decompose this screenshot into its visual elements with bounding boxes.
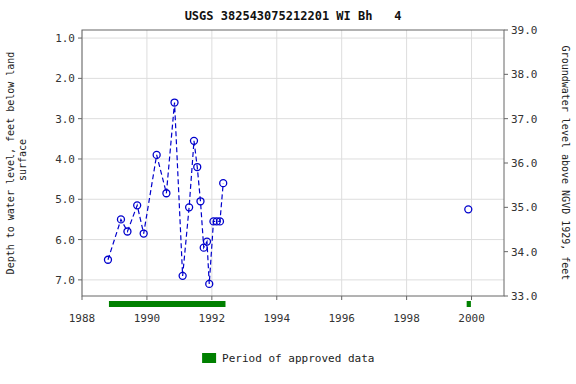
x-tick-label: 1992: [199, 312, 226, 325]
y2-tick: [504, 251, 508, 252]
data-point: [203, 238, 210, 245]
approved-bar: [467, 301, 471, 307]
grid-line-x: [471, 30, 472, 296]
y-tick: [78, 279, 82, 280]
grid-line-y: [82, 118, 504, 119]
y2-tick: [504, 296, 508, 297]
grid-line-y: [82, 239, 504, 240]
x-tick-label: 1988: [69, 312, 96, 325]
y-axis-left: 1.0 2.0 3.0 4.0 5.0 6.0 7.0: [55, 32, 82, 287]
data-point: [179, 272, 186, 279]
y2-tick: [504, 118, 508, 119]
data-point: [124, 228, 131, 235]
grid-line-y: [82, 78, 504, 79]
data-point: [216, 218, 223, 225]
y-tick: [78, 118, 82, 119]
data: [104, 99, 471, 287]
data-point: [104, 256, 111, 263]
y-tick-label: 6.0: [55, 234, 75, 247]
y-label-line: Depth to water level, feet below land: [5, 52, 16, 275]
y2-tick-label: 37.0: [511, 113, 538, 126]
approved-bar: [109, 301, 226, 307]
grid-line-y: [82, 279, 504, 280]
y2-tick-label: 33.0: [511, 290, 538, 303]
x-tick-label: 1998: [393, 312, 420, 325]
y2-tick: [504, 207, 508, 208]
x-tick: [276, 296, 277, 300]
y2-label: Groundwater level above NGVD 1929, feet: [560, 46, 571, 281]
y2-tick: [504, 163, 508, 164]
y-tick-label: 4.0: [55, 153, 75, 166]
y-tick-label: 5.0: [55, 193, 75, 206]
legend-label: Period of approved data: [222, 352, 374, 365]
legend: Period of approved data: [202, 352, 374, 365]
data-point: [171, 99, 178, 106]
x-tick: [146, 296, 147, 300]
x-tick-label: 2000: [458, 312, 485, 325]
data-point: [117, 216, 124, 223]
x-tick: [82, 296, 83, 300]
data-point: [140, 230, 147, 237]
data-point: [186, 204, 193, 211]
series-line: [108, 103, 223, 284]
approved-periods: [109, 301, 471, 307]
grid: [82, 30, 504, 296]
x-tick: [471, 296, 472, 300]
y2-tick-label: 34.0: [511, 246, 538, 259]
data-point: [197, 198, 204, 205]
grid-line-x: [276, 30, 277, 296]
grid-line-y: [82, 199, 504, 200]
data-point: [465, 206, 472, 213]
x-tick-label: 1990: [134, 312, 161, 325]
data-point: [206, 280, 213, 287]
x-tick: [211, 296, 212, 300]
data-point: [220, 180, 227, 187]
x-tick: [341, 296, 342, 300]
grid-line-y: [82, 158, 504, 159]
y2-tick-label: 36.0: [511, 157, 538, 170]
y-tick: [78, 78, 82, 79]
x-axis: 1988 1990 1992 1994 1996 1998 2000: [69, 296, 485, 325]
y2-tick-label: 38.0: [511, 68, 538, 81]
data-point: [153, 151, 160, 158]
x-tick-label: 1996: [328, 312, 355, 325]
data-point: [190, 137, 197, 144]
chart: 1988 1990 1992 1994 1996 1998 2000 1.0 2.0 3.0 4.0…: [0, 0, 576, 384]
grid-line-y: [82, 38, 504, 39]
y2-tick: [504, 74, 508, 75]
y2-tick-label: 35.0: [511, 201, 538, 214]
y-tick: [78, 199, 82, 200]
y-tick: [78, 158, 82, 159]
y-label-line: surface: [17, 139, 28, 187]
legend-swatch: [202, 353, 216, 363]
y-tick: [78, 239, 82, 240]
x-tick: [406, 296, 407, 300]
x-tick-label: 1994: [264, 312, 291, 325]
data-point: [194, 164, 201, 171]
grid-line-x: [146, 30, 147, 296]
y2-tick-label: 39.0: [511, 24, 538, 37]
y-tick: [78, 38, 82, 39]
plot-frame: [82, 30, 504, 296]
data-point: [163, 190, 170, 197]
y-tick-label: 2.0: [55, 72, 75, 85]
y-label: Depth to water level, feet below land su…: [5, 52, 28, 275]
y-tick-label: 1.0: [55, 32, 75, 45]
y-tick-label: 7.0: [55, 274, 75, 287]
y-tick-label: 3.0: [55, 113, 75, 126]
y-axis-right: 33.0 34.0 35.0 36.0 37.0 38.0 39.0: [504, 24, 538, 303]
y2-tick: [504, 30, 508, 31]
grid-line-x: [341, 30, 342, 296]
data-point: [134, 202, 141, 209]
grid-line-x: [406, 30, 407, 296]
title: USGS 382543075212201 WI Bh 4: [185, 9, 402, 23]
